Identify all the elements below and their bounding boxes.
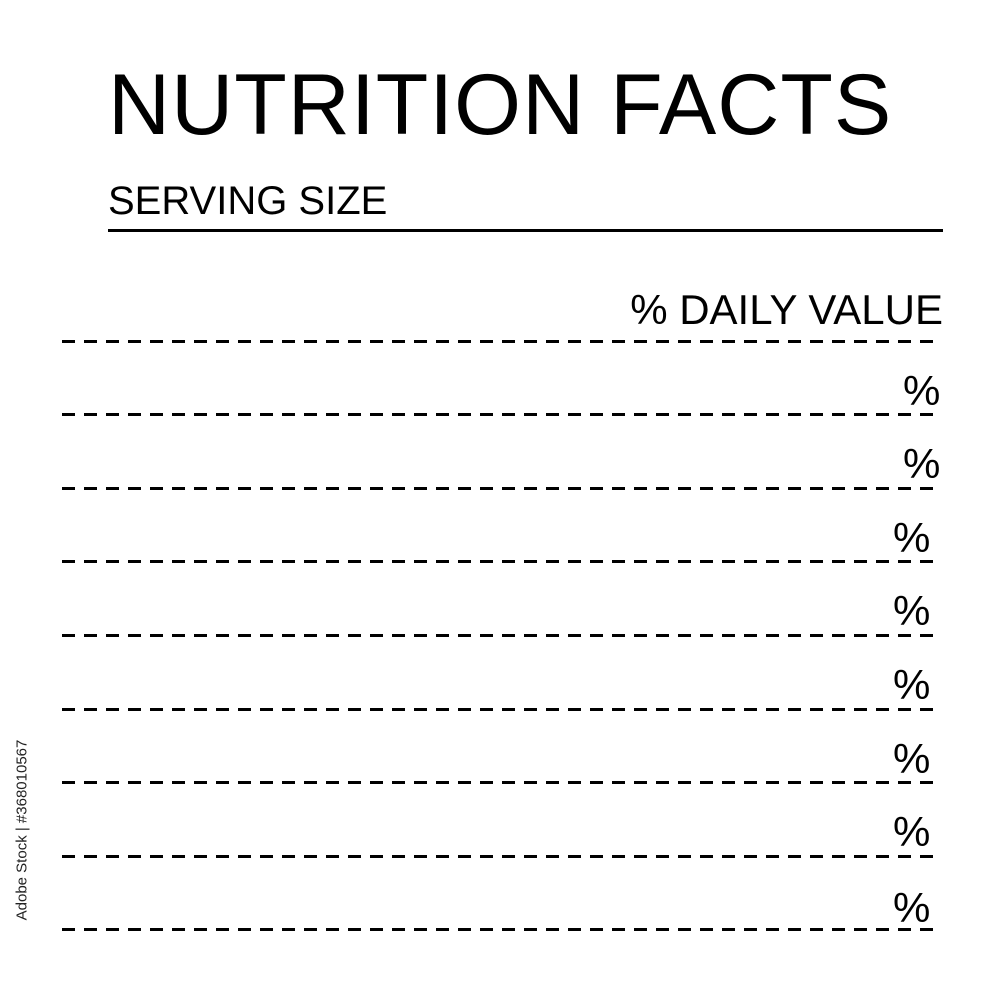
stock-watermark: Adobe Stock | #368010567 (13, 739, 31, 921)
daily-value-header: % DAILY VALUE (630, 286, 943, 333)
row-percent: % (903, 367, 941, 414)
serving-size-underline (108, 229, 943, 232)
row-percent: % (903, 440, 941, 487)
row-percent: % (893, 884, 931, 931)
label-title: NUTRITION FACTS (108, 57, 893, 153)
row-percent: % (893, 661, 931, 708)
row-divider (62, 340, 942, 343)
row-divider (62, 855, 942, 858)
row-divider (62, 413, 942, 416)
row-divider (62, 560, 942, 563)
row-divider (62, 708, 942, 711)
row-divider (62, 634, 942, 637)
row-percent: % (893, 587, 931, 634)
serving-size-label: SERVING SIZE (108, 179, 388, 223)
row-divider (62, 928, 942, 931)
row-percent: % (893, 808, 931, 855)
row-percent: % (893, 514, 931, 561)
row-divider (62, 781, 942, 784)
row-percent: % (893, 735, 931, 782)
row-divider (62, 487, 942, 490)
